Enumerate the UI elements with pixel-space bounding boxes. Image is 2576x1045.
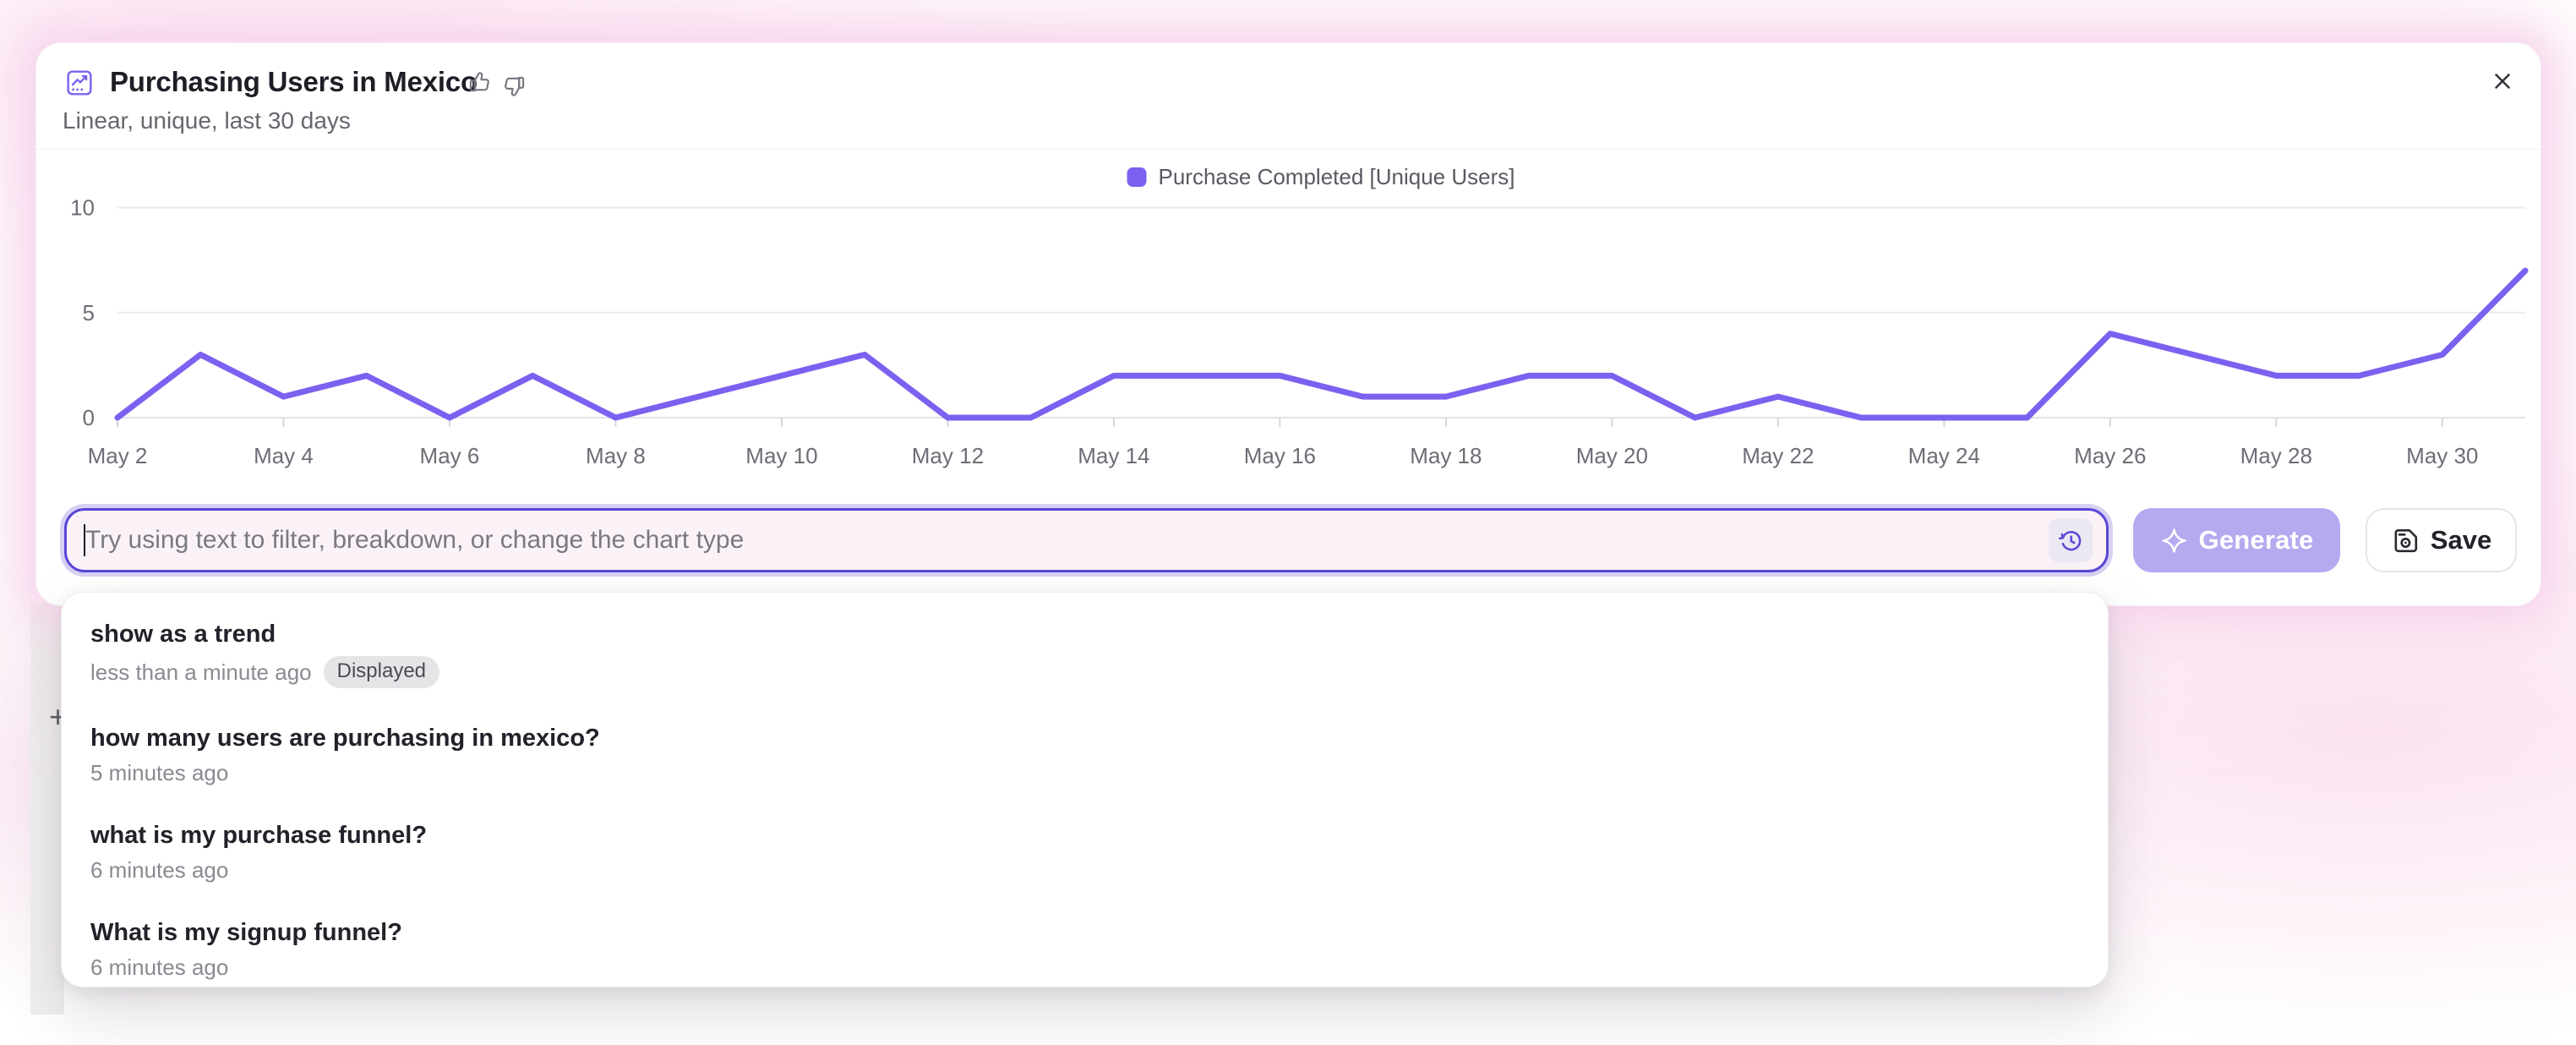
save-label: Save xyxy=(2430,525,2492,555)
close-icon xyxy=(2495,74,2510,89)
insights-chart-icon xyxy=(67,70,92,96)
query-input[interactable] xyxy=(85,526,2033,555)
history-query: what is my purchase funnel? xyxy=(90,822,428,849)
history-icon xyxy=(2059,531,2082,551)
history-button[interactable] xyxy=(2049,518,2093,562)
history-timestamp: less than a minute ago xyxy=(90,659,312,685)
history-query: how many users are purchasing in mexico? xyxy=(90,725,600,752)
history-query: What is my signup funnel? xyxy=(90,919,402,946)
history-dropdown: show as a trend less than a minute ago Dis… xyxy=(61,592,2109,988)
history-meta: 6 minutes ago xyxy=(90,955,2079,980)
history-meta: less than a minute ago Displayed xyxy=(90,656,2079,688)
legend-swatch xyxy=(1127,167,1147,187)
card-title: Purchasing Users in Mexico xyxy=(110,66,478,97)
history-item[interactable]: how many users are purchasing in mexico?… xyxy=(62,709,2108,806)
history-meta: 6 minutes ago xyxy=(90,857,2079,883)
generate-button[interactable]: Generate xyxy=(2133,508,2340,572)
background-panel-edge xyxy=(30,604,64,1015)
displayed-badge: Displayed xyxy=(323,656,440,688)
legend-label: Purchase Completed [Unique Users] xyxy=(1158,164,1515,189)
query-input-field[interactable] xyxy=(64,508,2109,572)
text-cursor xyxy=(84,524,85,556)
card-subtitle: Linear, unique, last 30 days xyxy=(63,107,351,134)
history-timestamp: 6 minutes ago xyxy=(90,955,229,980)
close-button[interactable] xyxy=(2485,63,2520,99)
history-item[interactable]: what is my purchase funnel? 6 minutes ago xyxy=(62,806,2108,903)
history-item[interactable]: What is my signup funnel? 6 minutes ago xyxy=(62,903,2108,987)
save-icon xyxy=(2394,528,2417,552)
generate-label: Generate xyxy=(2198,525,2314,555)
history-meta: 5 minutes ago xyxy=(90,760,2079,785)
history-timestamp: 5 minutes ago xyxy=(90,760,229,785)
history-timestamp: 6 minutes ago xyxy=(90,857,229,883)
header-divider xyxy=(36,149,2541,150)
history-item[interactable]: show as a trend less than a minute ago Dis… xyxy=(62,605,2108,709)
history-query: show as a trend xyxy=(90,621,276,648)
thumbs-down-icon[interactable] xyxy=(502,74,527,99)
save-button[interactable]: Save xyxy=(2366,508,2517,572)
legend-item: Purchase Completed [Unique Users] xyxy=(1127,164,1515,190)
sparkle-icon xyxy=(2161,528,2186,553)
thumbs-up-icon[interactable] xyxy=(467,69,492,95)
